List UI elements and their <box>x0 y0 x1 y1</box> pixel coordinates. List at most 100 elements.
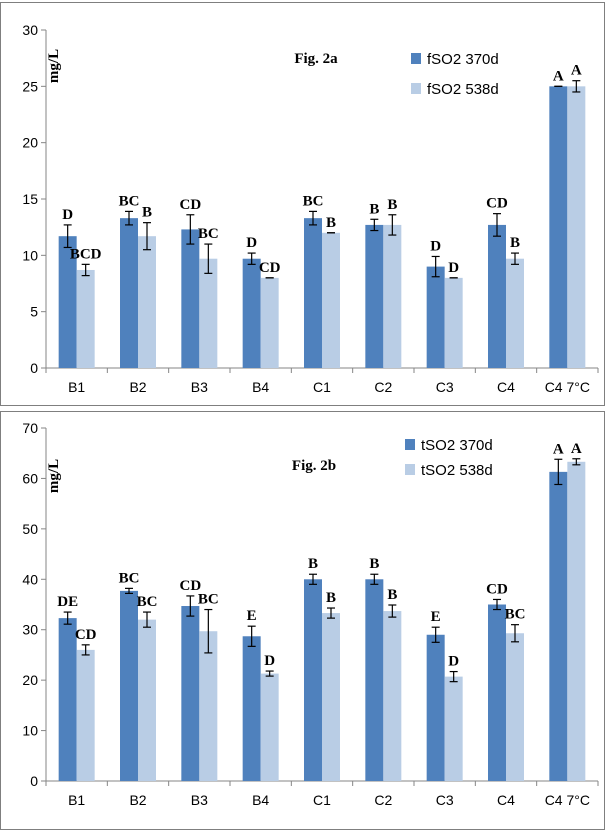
bar-series2 <box>199 258 218 368</box>
bar-series1 <box>488 224 506 368</box>
figure-title: Fig. 2b <box>292 458 336 474</box>
bar-series2 <box>383 611 402 781</box>
chart-panel-fig-2b: 0 10 20 30 40 50 60 70 B1 B2 B3 B4 C1 C2 C3 C4 C4 7°C DE B… <box>0 411 605 830</box>
x-tick-label: C2 <box>374 379 392 395</box>
significance-label: D <box>430 238 441 254</box>
bar-series2 <box>506 633 524 781</box>
x-tick-label: C3 <box>436 792 454 808</box>
bar-series1 <box>120 218 138 368</box>
significance-label: CD <box>259 260 281 276</box>
significance-label: BCD <box>70 246 102 262</box>
bar-series2 <box>322 613 340 781</box>
significance-label: D <box>264 653 275 669</box>
significance-label: CD <box>179 197 201 213</box>
bar-series1 <box>58 618 77 781</box>
y-tick-label: 25 <box>22 78 38 94</box>
y-tick-label: 20 <box>22 672 38 688</box>
significance-label: BC <box>119 570 140 586</box>
significance-label: B <box>326 590 336 606</box>
legend-swatch <box>405 439 415 450</box>
bar-series1 <box>549 86 568 368</box>
x-tick-label: B2 <box>129 379 146 395</box>
x-tick-label: C4 <box>497 379 515 395</box>
x-tick-label: C1 <box>313 792 331 808</box>
significance-label: BC <box>137 594 158 610</box>
y-tick-label: 40 <box>22 571 38 587</box>
significance-label: B <box>369 201 379 217</box>
significance-label: BC <box>198 592 219 608</box>
significance-label: B <box>326 215 336 231</box>
x-tick-label: B2 <box>129 792 146 808</box>
chart-panel-fig-2a: 0 5 10 15 20 25 30 B1 B2 B3 B4 C1 C2 C3 C4 C4 7°C D BC CD D… <box>0 2 605 406</box>
bar-series2 <box>444 676 463 781</box>
y-tick-label: 50 <box>22 521 38 537</box>
bar-series1 <box>304 218 322 368</box>
legend-label: tSO2 538d <box>421 462 493 479</box>
y-tick-label: 20 <box>22 135 38 151</box>
legend-swatch <box>405 464 415 475</box>
bar-series1 <box>488 604 506 781</box>
significance-label: B <box>142 205 152 221</box>
bar-series1 <box>242 258 261 368</box>
bar-series2 <box>138 619 156 781</box>
x-tick-label: B4 <box>252 379 269 395</box>
bar-series2 <box>383 224 402 368</box>
x-tick-label: C1 <box>313 379 331 395</box>
bar-series2 <box>199 631 218 781</box>
significance-label: B <box>387 197 397 213</box>
legend-swatch <box>411 83 421 94</box>
bar-series1 <box>120 590 138 781</box>
x-tick-label: C3 <box>436 379 454 395</box>
y-tick-label: 30 <box>22 622 38 638</box>
significance-label: D <box>448 654 459 670</box>
significance-label: BC <box>505 607 526 623</box>
bar-series2 <box>76 269 95 368</box>
y-tick-label: 15 <box>22 191 38 207</box>
significance-label: D <box>62 207 73 223</box>
y-tick-label: 70 <box>22 420 38 436</box>
significance-label: B <box>308 556 318 572</box>
bar-series2 <box>260 673 279 781</box>
x-tick-label: B3 <box>191 792 208 808</box>
y-tick-label: 60 <box>22 470 38 486</box>
figure-title: Fig. 2a <box>294 51 338 67</box>
x-tick-label: B1 <box>68 379 85 395</box>
x-tick-label: C2 <box>374 792 392 808</box>
bar-series2 <box>567 461 586 781</box>
bar-series1 <box>426 266 445 368</box>
significance-label: A <box>571 441 582 457</box>
bar-series1 <box>242 636 261 781</box>
bar-series1 <box>365 579 384 781</box>
y-axis-title: mg/L <box>46 459 62 493</box>
bar-series1 <box>304 579 322 781</box>
bar-series2 <box>138 236 156 368</box>
significance-label: E <box>431 609 441 625</box>
significance-label: E <box>247 608 257 624</box>
bar-series2 <box>260 277 279 368</box>
significance-label: B <box>387 587 397 603</box>
significance-label: A <box>553 441 564 457</box>
bar-series1 <box>181 229 200 368</box>
significance-label: D <box>246 235 257 251</box>
y-tick-label: 0 <box>30 360 38 376</box>
y-tick-label: 0 <box>30 773 38 789</box>
significance-label: B <box>510 235 520 251</box>
bar-series2 <box>322 232 340 368</box>
x-tick-label: C4 <box>497 792 515 808</box>
bar-series2 <box>444 277 463 368</box>
y-tick-label: 10 <box>22 723 38 739</box>
bar-series1 <box>365 224 384 368</box>
y-axis-title: mg/L <box>46 49 62 83</box>
significance-label: B <box>369 556 379 572</box>
significance-label: BC <box>119 193 140 209</box>
bar-series2 <box>567 86 586 368</box>
x-tick-label: B1 <box>68 792 85 808</box>
x-tick-label: C4 7°C <box>545 792 590 808</box>
bar-series1 <box>58 236 77 368</box>
legend-label: fSO2 370d <box>427 51 499 68</box>
y-tick-label: 5 <box>30 304 38 320</box>
x-tick-label: B3 <box>191 379 208 395</box>
bar-series2 <box>506 258 524 368</box>
